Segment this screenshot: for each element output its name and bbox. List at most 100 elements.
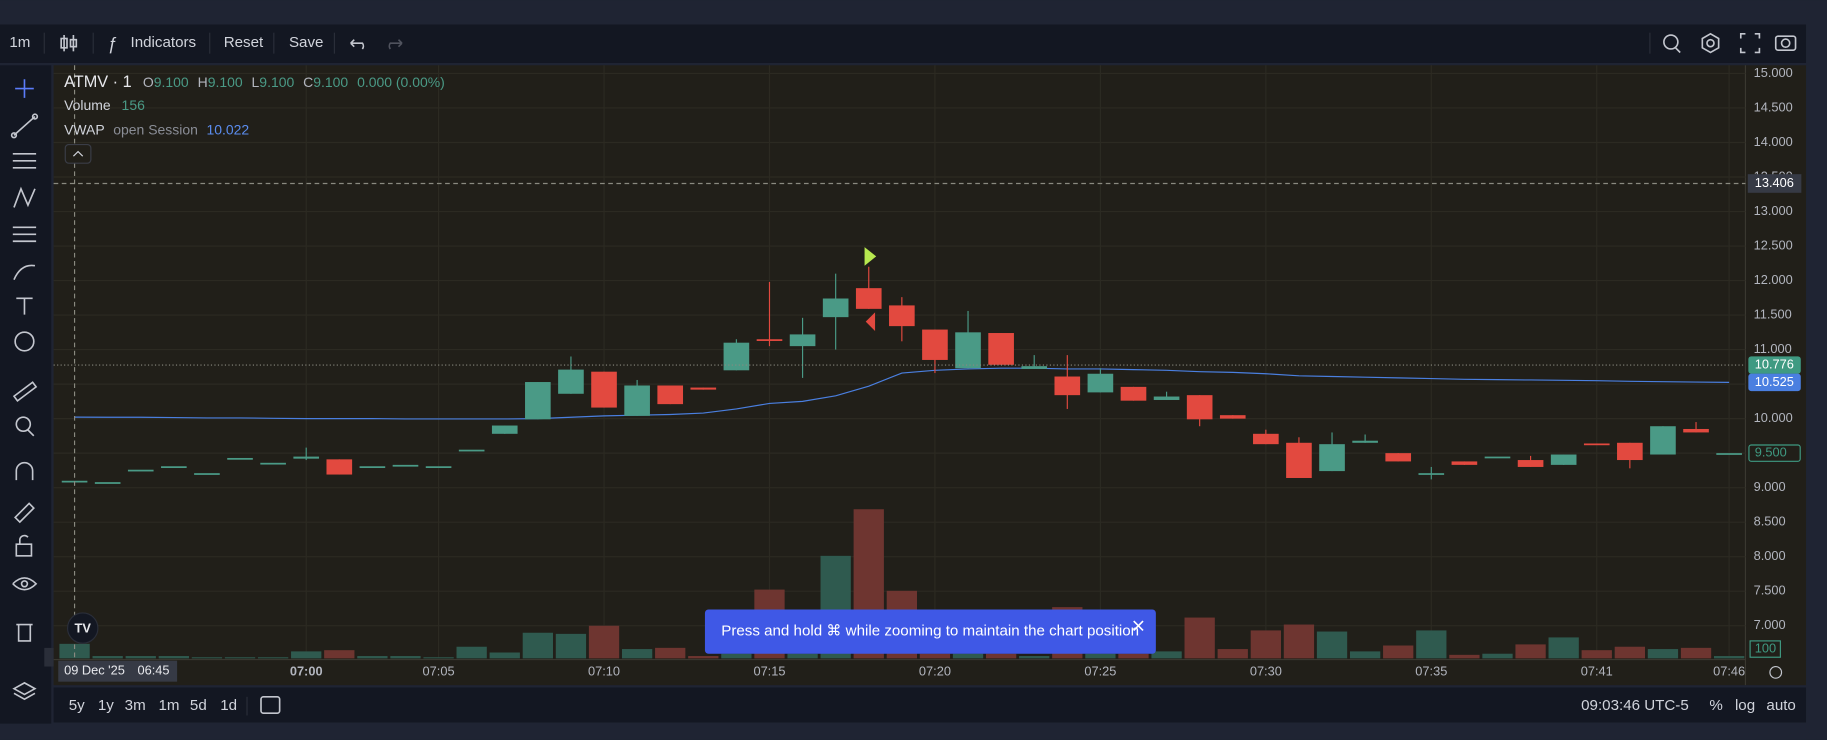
- candle-body: [227, 457, 253, 460]
- volume-bar: [688, 656, 719, 659]
- top-toolbar: [0, 24, 1807, 63]
- candle-body: [1054, 376, 1081, 396]
- candle-body: [458, 449, 485, 452]
- indicators-button[interactable]: Indicators: [131, 34, 197, 51]
- candle-body: [1087, 373, 1114, 393]
- x-tick-label: 07:00: [290, 664, 323, 679]
- candle-body: [1583, 443, 1610, 446]
- vwap-value: 10.022: [206, 121, 249, 137]
- range-button[interactable]: 3m: [125, 697, 146, 714]
- vwap-label: VWAP: [64, 121, 105, 137]
- price-label: 9.500: [1755, 445, 1787, 460]
- right-tools[interactable]: [1663, 32, 1797, 54]
- chart-type-button[interactable]: [60, 35, 78, 52]
- ohlc-legend: ATMV · 1 O9.100 H9.100 L9.100 C9.100 0.0…: [64, 73, 445, 91]
- range-button[interactable]: 5y: [69, 697, 85, 714]
- volume-bar: [257, 657, 289, 659]
- legend-collapse[interactable]: [64, 143, 92, 164]
- volume-bar: [655, 647, 686, 659]
- crosshair-price-label: 13.406: [1755, 175, 1794, 190]
- volume-bar: [952, 653, 984, 659]
- chart-pane: [53, 65, 1807, 686]
- volume-tick-label: 100: [1755, 640, 1776, 655]
- x-tick-label: 07:25: [1084, 664, 1116, 679]
- o-label: O: [143, 73, 154, 89]
- range-button[interactable]: 5d: [190, 697, 207, 714]
- price-label: 10.776: [1755, 356, 1794, 371]
- candle-body: [1716, 453, 1742, 455]
- toast-close[interactable]: [1133, 620, 1144, 631]
- candle-body: [161, 466, 187, 469]
- goto-date[interactable]: [260, 696, 281, 714]
- y-tick-label: 12.000: [1754, 272, 1793, 287]
- range-button[interactable]: 1d: [220, 697, 237, 714]
- price-label: 10.525: [1755, 374, 1794, 389]
- price-label-box: [1748, 373, 1801, 392]
- volume-bar: [324, 650, 355, 659]
- range-button[interactable]: 1m: [158, 697, 179, 714]
- undo-button[interactable]: [350, 39, 365, 50]
- candle-body: [822, 298, 849, 318]
- axis-settings[interactable]: [1769, 665, 1783, 679]
- candle-body: [94, 482, 121, 484]
- drawing-tools[interactable]: [10, 79, 39, 701]
- volume-bar: [1151, 651, 1182, 659]
- volume-bar: [59, 643, 90, 659]
- interval-button[interactable]: 1m: [9, 34, 30, 51]
- candle-body: [491, 425, 518, 434]
- toast: [704, 609, 1156, 654]
- candle-body: [988, 333, 1014, 365]
- collapse-handle[interactable]: [44, 647, 54, 667]
- symbol[interactable]: ATMV · 1: [64, 73, 132, 91]
- reset-button[interactable]: Reset: [224, 34, 264, 51]
- candle-body: [1319, 444, 1345, 472]
- crosshair-time: 06:45: [137, 663, 169, 678]
- volume-bar: [1118, 653, 1149, 659]
- candle-body: [127, 469, 154, 472]
- volume-bar: [1581, 650, 1612, 659]
- candle-body: [326, 459, 353, 475]
- y-tick-label: 14.500: [1754, 99, 1793, 114]
- candle-body: [789, 334, 816, 347]
- volume-bar: [191, 657, 223, 659]
- candle-body: [425, 466, 452, 469]
- signal-sell: [865, 312, 876, 331]
- volume-bar: [125, 656, 156, 659]
- toast-text: Press and hold ⌘ while zooming to mainta…: [721, 623, 1139, 640]
- signal-buy: [864, 247, 877, 266]
- auto-toggle[interactable]: auto: [1766, 697, 1795, 714]
- redo-button[interactable]: [388, 39, 403, 50]
- legend-collapse-icon: [72, 150, 84, 157]
- crosshair-date: 09 Dec '25: [64, 663, 125, 678]
- volume-bar: [985, 653, 1017, 659]
- price-label-box: [1748, 356, 1801, 374]
- volume-bar: [1614, 646, 1645, 659]
- candle-body: [855, 288, 882, 309]
- x-tick-label: 07:15: [753, 664, 785, 679]
- volume-bar: [1515, 644, 1546, 659]
- logo[interactable]: [66, 612, 99, 644]
- crosshair-price-box: [1747, 174, 1802, 193]
- save-button[interactable]: Save: [289, 34, 323, 51]
- volume-bar: [1680, 647, 1712, 659]
- log-toggle[interactable]: log: [1735, 697, 1755, 714]
- candle-body: [1418, 473, 1445, 475]
- x-tick-label: 07:20: [919, 664, 951, 679]
- low: 9.100: [259, 73, 294, 89]
- candle-body: [1617, 442, 1643, 461]
- range-button[interactable]: 1y: [98, 697, 114, 714]
- x-tick-label: 07:35: [1415, 664, 1447, 679]
- volume-bar: [1019, 656, 1050, 659]
- candle-body: [1219, 415, 1246, 419]
- volume-bar: [1283, 624, 1315, 659]
- volume-bar: [1548, 637, 1579, 659]
- candle-body: [624, 385, 650, 416]
- volume-bar: [1383, 645, 1414, 659]
- volume-bar: [1349, 651, 1381, 659]
- volume-bar: [1085, 653, 1116, 659]
- percent-toggle[interactable]: %: [1709, 697, 1722, 714]
- high: 9.100: [208, 73, 243, 89]
- candle-body: [756, 339, 783, 341]
- candle-body: [1385, 453, 1412, 462]
- y-tick-label: 7.500: [1754, 583, 1786, 598]
